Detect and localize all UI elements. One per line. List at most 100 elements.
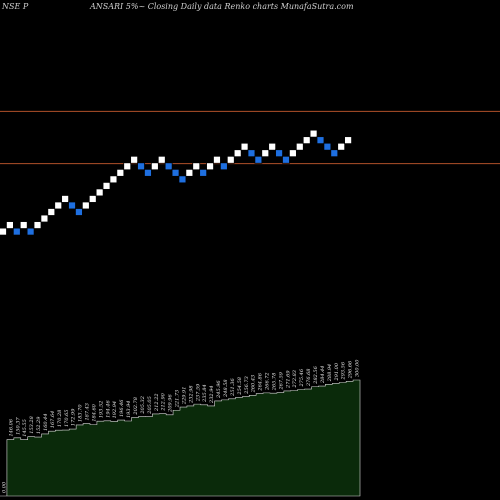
volume-label: 205.32	[140, 396, 146, 415]
volume-label: 293.56	[341, 361, 347, 380]
volume-label: 221.73	[175, 390, 181, 409]
renko-brick-down	[330, 149, 339, 158]
renko-brick-up	[213, 155, 221, 164]
volume-area-path	[0, 379, 361, 497]
renko-brick-up	[40, 214, 49, 223]
volume-label: 256.73	[244, 376, 250, 395]
volume-label: 153.28	[29, 416, 35, 434]
volume-label: 276.68	[306, 369, 312, 388]
renko-brick-up	[95, 188, 104, 197]
reference-lines	[0, 110, 500, 165]
renko-brick-up	[185, 168, 194, 177]
volume-label: 229.91	[181, 387, 187, 406]
volume-label: 251.36	[230, 377, 236, 396]
renko-brick-up	[116, 168, 125, 177]
renko-brick-up	[47, 208, 56, 216]
renko-brick-up	[19, 221, 28, 229]
renko-brick-up	[109, 175, 118, 184]
chart-title: ANSARI 5%~ Closing Daily data Renko char…	[89, 2, 354, 11]
volume-label: 194.46	[105, 399, 111, 417]
volume-label: 193.52	[98, 401, 104, 419]
volume-label: 267.59	[278, 371, 284, 390]
volume-label: 272.83	[292, 370, 298, 389]
volume-label: 172.99	[71, 408, 77, 426]
volume-label: 296.66	[348, 360, 354, 379]
volume-label: 248.58	[223, 379, 229, 398]
renko-brick-up	[150, 162, 159, 171]
volume-label: 183.70	[78, 404, 84, 422]
volume-label: 245.96	[216, 380, 222, 399]
volume-label: 209.96	[168, 394, 174, 413]
renko-brick-up	[157, 155, 166, 164]
renko-brick-down	[12, 227, 21, 236]
renko-brick-up	[61, 195, 70, 203]
renko-brick-down	[144, 168, 152, 177]
renko-brick-up	[240, 142, 249, 151]
renko-brick-up	[33, 221, 42, 229]
renko-brick-up	[206, 162, 214, 171]
volume-label: 150.37	[15, 417, 21, 435]
renko-brick-up	[54, 201, 63, 210]
volume-label: 160.44	[43, 413, 49, 431]
volume-label: 212.22	[154, 393, 160, 412]
volume-label: 145.55	[22, 419, 28, 437]
volume-label: 170.28	[57, 410, 63, 428]
volume-label: 167.64	[50, 411, 56, 429]
volume-label: 265.78	[271, 373, 277, 392]
renko-brick-down	[137, 162, 145, 171]
renko-brick-up	[344, 136, 353, 145]
renko-brick-up	[192, 162, 201, 171]
volume-label: 275.46	[299, 368, 305, 387]
renko-brick-down	[164, 162, 173, 171]
volume-label: 260.43	[251, 375, 257, 394]
renko-brick-down	[68, 201, 76, 210]
volume-label: 193.94	[126, 401, 132, 419]
volume-area	[0, 379, 361, 497]
volume-label: 237.59	[195, 383, 201, 402]
volume-label: 254.58	[237, 377, 243, 396]
renko-brick-down	[323, 142, 332, 151]
renko-brick-up	[81, 201, 90, 210]
volume-label: 235.84	[202, 384, 208, 403]
symbol-label: NSE P	[1, 2, 29, 11]
volume-label: 300.00	[355, 359, 361, 377]
renko-brick-down	[282, 155, 290, 164]
renko-brick-up	[295, 142, 304, 151]
volume-label: 205.05	[147, 396, 153, 415]
volume-label: 212.90	[161, 392, 167, 411]
volume-labels: 0.00 146.06 150.37 145.55 153.28 152.29 160.44…	[1, 359, 360, 493]
volume-label: 264.86	[258, 372, 264, 391]
renko-brick-down	[75, 208, 83, 216]
renko-brick-down	[26, 227, 35, 236]
renko-brick-down	[275, 149, 283, 158]
volume-label: 282.56	[313, 365, 319, 384]
renko-brick-down	[254, 155, 263, 164]
volume-label: 0.00	[1, 481, 7, 493]
volume-label: 187.43	[85, 403, 91, 421]
volume-label: 232.94	[209, 385, 215, 404]
renko-brick-down	[199, 168, 208, 177]
renko-brick-down	[219, 162, 228, 171]
renko-brick-up	[130, 155, 139, 164]
renko-brick-up	[309, 129, 318, 138]
renko-brick-down	[178, 175, 187, 184]
volume-label: 152.29	[36, 416, 42, 434]
volume-label: 291.00	[334, 362, 340, 381]
renko-brick-up	[102, 181, 111, 190]
volume-label: 196.46	[119, 399, 125, 417]
volume-label: 288.94	[327, 364, 333, 383]
renko-brick-up	[6, 221, 14, 229]
volume-label: 192.94	[112, 401, 118, 419]
volume-label: 184.60	[91, 403, 97, 421]
volume-label: 271.69	[285, 370, 291, 389]
renko-brick-up	[88, 195, 97, 203]
renko-brick-up	[288, 149, 297, 158]
renko-brick-down	[247, 149, 256, 158]
volume-label: 146.06	[8, 418, 14, 436]
renko-brick-up	[233, 149, 242, 158]
renko-bricks	[0, 129, 353, 236]
volume-label: 284.44	[320, 366, 326, 385]
volume-label: 170.65	[64, 410, 70, 428]
